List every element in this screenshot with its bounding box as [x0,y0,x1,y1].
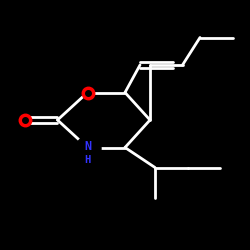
Text: H: H [84,155,90,165]
Text: N: N [84,140,91,153]
